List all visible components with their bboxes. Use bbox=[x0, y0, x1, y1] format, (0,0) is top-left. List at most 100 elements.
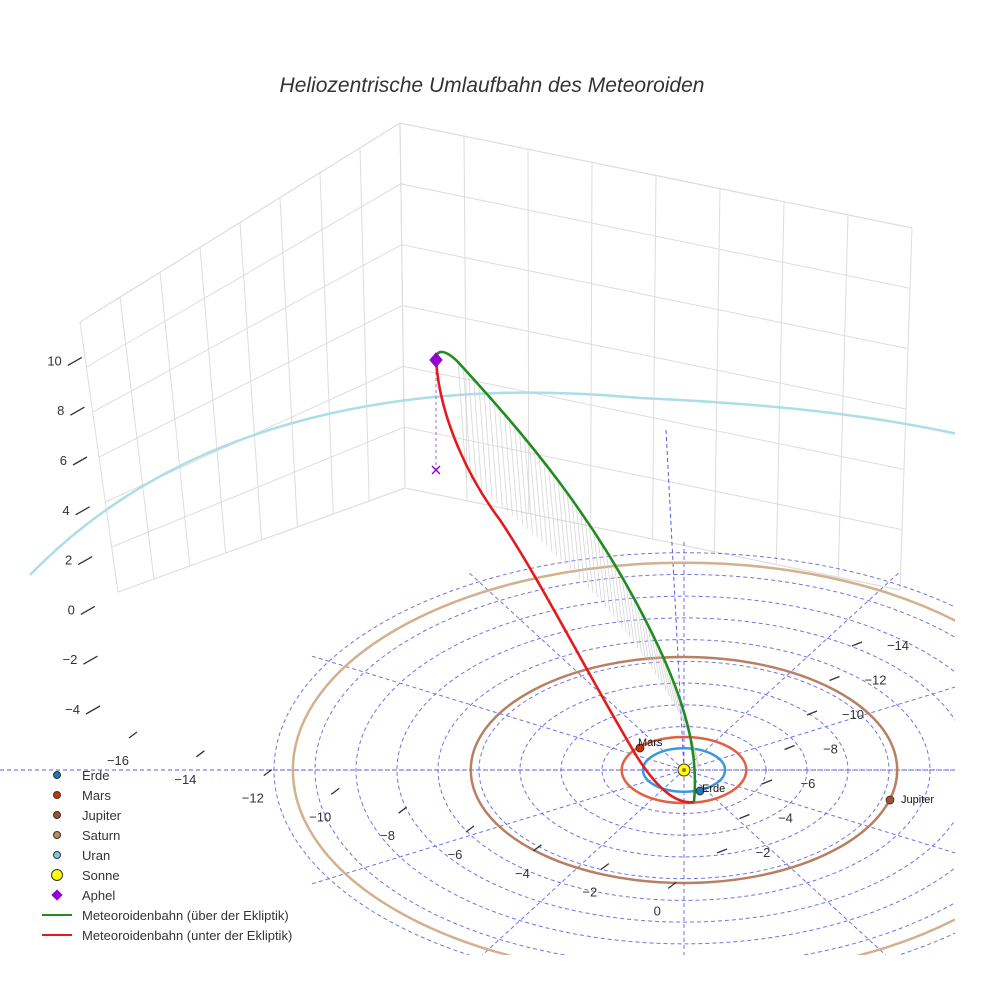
wall-gridline bbox=[86, 183, 911, 368]
y-tick-mark bbox=[851, 641, 863, 647]
x-tick-mark bbox=[533, 844, 542, 852]
y-tick-mark bbox=[761, 779, 773, 785]
meteoroid-below-ecliptic bbox=[434, 359, 695, 804]
dropline bbox=[493, 402, 503, 508]
y-tick-label: −2 bbox=[756, 845, 771, 860]
legend-dot bbox=[53, 851, 61, 859]
dropline bbox=[514, 425, 523, 525]
dropline bbox=[643, 617, 653, 670]
legend-symbol bbox=[40, 905, 74, 925]
legend-dot bbox=[53, 811, 61, 819]
y-tick-mark bbox=[784, 744, 795, 751]
aphel-marker bbox=[429, 352, 443, 368]
z-tick-mark bbox=[83, 655, 98, 665]
ecliptic-spoke bbox=[311, 769, 685, 885]
planet-label-erde: Erde bbox=[702, 783, 725, 795]
dropline bbox=[483, 390, 493, 499]
legend-symbol bbox=[40, 885, 74, 905]
legend-symbol bbox=[40, 825, 74, 845]
dropline bbox=[609, 557, 619, 623]
legend-item[interactable]: Aphel bbox=[40, 885, 292, 905]
x-tick-label: −12 bbox=[242, 791, 264, 806]
dropline bbox=[519, 431, 528, 529]
y-tick-mark bbox=[716, 848, 728, 854]
planet-jupiter bbox=[885, 795, 895, 805]
legend-dot bbox=[51, 869, 63, 881]
legend-symbol bbox=[40, 785, 74, 805]
dropline bbox=[650, 631, 660, 680]
z-tick-mark bbox=[85, 705, 101, 715]
dropline bbox=[588, 524, 598, 598]
legend-item[interactable]: Saturn bbox=[40, 825, 292, 845]
z-tick-label: 10 bbox=[47, 353, 61, 368]
legend-line bbox=[42, 934, 72, 936]
x-tick-label: −8 bbox=[380, 828, 395, 843]
dropline bbox=[478, 385, 488, 495]
wall-gridline bbox=[92, 244, 909, 413]
legend-dot bbox=[53, 791, 61, 799]
dropline bbox=[566, 492, 576, 574]
markers: Erde Mars Jupiter bbox=[429, 352, 934, 806]
y-tick-label: −14 bbox=[887, 638, 909, 653]
legend-symbol bbox=[40, 845, 74, 865]
dropline bbox=[667, 666, 676, 708]
planet-erde bbox=[695, 786, 705, 796]
orbit-uran bbox=[29, 391, 955, 576]
legend-label: Uran bbox=[82, 847, 111, 863]
legend-item[interactable]: Mars bbox=[40, 785, 292, 805]
y-tick-mark bbox=[829, 675, 840, 682]
planet-label-jupiter: Jupiter bbox=[901, 794, 934, 806]
orbit-erde bbox=[641, 747, 727, 793]
dropline bbox=[597, 537, 607, 608]
box-floor-edge bbox=[117, 487, 901, 593]
z-tick-label: 0 bbox=[68, 602, 75, 617]
axis-grid bbox=[79, 122, 913, 593]
dropline bbox=[601, 543, 611, 613]
dropline bbox=[654, 638, 664, 686]
dropline bbox=[613, 563, 623, 628]
dropline bbox=[640, 610, 650, 664]
y-tick-label: −6 bbox=[801, 776, 816, 791]
dropline bbox=[633, 597, 642, 654]
dropline bbox=[660, 652, 670, 697]
dropline bbox=[462, 367, 472, 483]
orbit-jupiter bbox=[469, 655, 899, 885]
legend-label: Jupiter bbox=[82, 807, 122, 823]
y-tick-label: −8 bbox=[823, 742, 838, 757]
x-tick-label: −2 bbox=[582, 885, 597, 900]
y-tick-mark bbox=[806, 710, 818, 716]
legend-item[interactable]: Uran bbox=[40, 845, 292, 865]
legend-item[interactable]: Sonne bbox=[40, 865, 292, 885]
x-tick-mark bbox=[196, 750, 205, 758]
legend-item[interactable]: Meteoroidenbahn (über der Ekliptik) bbox=[40, 905, 292, 925]
dropline bbox=[593, 530, 603, 603]
dropline bbox=[625, 583, 635, 643]
dropline bbox=[562, 486, 571, 570]
aphel-projection-marker bbox=[431, 465, 441, 475]
dropline bbox=[543, 461, 553, 551]
dropline bbox=[488, 396, 498, 503]
meteoroid-above-ecliptic bbox=[434, 350, 697, 803]
legend-item[interactable]: Meteoroidenbahn (unter der Ekliptik) bbox=[40, 925, 292, 945]
dropline bbox=[557, 480, 567, 565]
z-tick-mark bbox=[72, 456, 88, 466]
legend-symbol bbox=[40, 925, 74, 945]
wall-gridline bbox=[117, 487, 901, 593]
legend-dot bbox=[53, 831, 61, 839]
dropline bbox=[504, 414, 513, 516]
legend[interactable]: Erde Mars Jupiter Saturn Uran Sonne Aphel Meteo… bbox=[40, 765, 292, 945]
axis-ticks: −4 −2 0 2 4 6 8 10 −16 −14 −12 −10 −8 −6 −4 −2 0 −14 −12 −1… bbox=[47, 353, 909, 918]
orbit-saturn bbox=[291, 561, 955, 955]
dropline bbox=[499, 408, 508, 512]
dropline bbox=[584, 518, 594, 594]
legend-item[interactable]: Erde bbox=[40, 765, 292, 785]
dropline bbox=[528, 443, 538, 538]
ecliptic-spoke bbox=[311, 655, 685, 771]
x-tick-label: 0 bbox=[654, 903, 661, 918]
legend-item[interactable]: Jupiter bbox=[40, 805, 292, 825]
y-tick-mark bbox=[739, 813, 750, 820]
x-tick-label: −4 bbox=[515, 866, 530, 881]
legend-label: Meteoroidenbahn (unter der Ekliptik) bbox=[82, 927, 293, 943]
legend-label: Mars bbox=[82, 787, 111, 803]
